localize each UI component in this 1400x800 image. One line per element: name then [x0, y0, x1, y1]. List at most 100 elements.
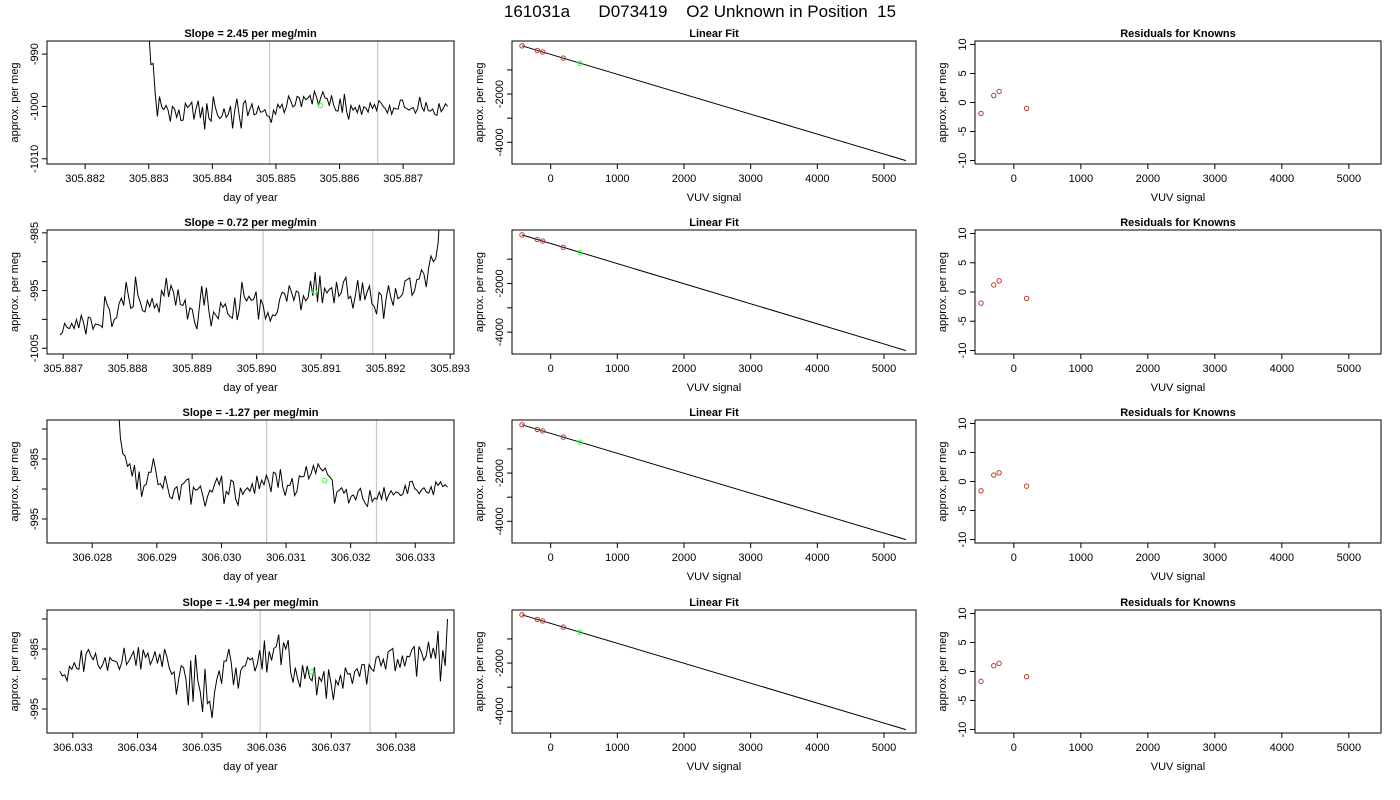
panel-3-3: Residuals for Knowns 0 1000 2000 3000 4000 500… [937, 407, 1382, 583]
known-point [560, 624, 567, 630]
y-axis-label: approx. per meg [9, 441, 21, 521]
x-tick-label: 1000 [1069, 742, 1093, 754]
known-point [539, 618, 546, 624]
known-point [519, 422, 525, 428]
x-tick-label: 3000 [738, 363, 762, 375]
x-tick-label: 305.893 [430, 363, 470, 375]
x-tick-label: 2000 [672, 173, 696, 185]
x-tick-label: 305.892 [366, 363, 406, 375]
fit-line [521, 614, 907, 731]
panel-3-1: Slope = -1.27 per meg/min 306.028 306.029 3… [9, 407, 455, 583]
x-tick-label: 3000 [1203, 173, 1227, 185]
x-tick-label: 3000 [1203, 742, 1227, 754]
x-tick-label: 306.037 [311, 742, 351, 754]
x-tick-label: 305.882 [65, 173, 105, 185]
panel-1-1: Slope = 2.45 per meg/min 305.882 305.883 30… [9, 28, 455, 204]
x-axis-label: VUV signal [1151, 192, 1205, 204]
panel-4-1: Slope = -1.94 per meg/min 306.033 306.034 3… [9, 597, 455, 773]
residual-point [991, 282, 997, 288]
y-tick-label: 0 [957, 99, 969, 105]
x-tick-label: 2000 [672, 552, 696, 564]
known-point [534, 616, 541, 623]
x-tick-label: 5000 [872, 363, 896, 375]
x-tick-label: 5000 [1337, 173, 1361, 185]
x-axis-label: VUV signal [1151, 761, 1205, 773]
y-tick-label: -4000 [494, 318, 506, 346]
y-tick-label: -4000 [494, 697, 506, 725]
y-tick-label: 5 [957, 449, 969, 455]
x-tick-label: 3000 [1203, 552, 1227, 564]
x-tick-label: 305.891 [301, 363, 341, 375]
panel-title: Slope = -1.94 per meg/min [182, 597, 318, 609]
known-point [519, 612, 525, 618]
x-axis-label: day of year [223, 571, 278, 583]
y-tick-label: -10 [957, 532, 969, 548]
residual-point [978, 488, 984, 494]
x-tick-label: 4000 [1270, 552, 1294, 564]
known-point [539, 428, 546, 434]
panel-2-1: Slope = 0.72 per meg/min 305.887 305.888 30… [9, 217, 470, 394]
plot-frame [511, 229, 917, 355]
x-axis-label: VUV signal [1151, 382, 1205, 394]
known-point [560, 55, 567, 61]
x-tick-label: 1000 [605, 173, 629, 185]
x-tick-label: 306.029 [137, 552, 177, 564]
x-tick-label: 4000 [805, 552, 829, 564]
panel-3-2: Linear Fit 0 1000 2000 3000 4000 5000 -4000 -200… [474, 407, 917, 583]
x-tick-label: 305.886 [320, 173, 360, 185]
x-tick-label: 306.035 [182, 742, 222, 754]
plot-frame [46, 229, 455, 355]
x-tick-label: 4000 [805, 742, 829, 754]
x-tick-label: 306.038 [376, 742, 416, 754]
residual-point [1023, 674, 1030, 680]
x-tick-label: 305.885 [256, 173, 296, 185]
y-tick-label: -990 [29, 43, 41, 65]
x-tick-label: 306.034 [118, 742, 158, 754]
y-tick-label: 10 [957, 227, 969, 239]
fit-line [521, 234, 907, 352]
known-point [534, 236, 541, 243]
series-line [118, 420, 448, 508]
residual-point [996, 470, 1002, 476]
panel-title: Slope = 2.45 per meg/min [184, 28, 317, 40]
y-axis-label: approx. per meg [474, 252, 486, 332]
x-tick-label: 5000 [872, 173, 896, 185]
y-tick-label: 0 [957, 668, 969, 674]
panel-title: Linear Fit [689, 217, 739, 229]
fit-line [521, 424, 907, 541]
y-tick-label: -985 [29, 638, 41, 660]
x-axis-label: VUV signal [687, 571, 741, 583]
x-tick-label: 306.036 [247, 742, 287, 754]
y-axis-label: approx. per meg [937, 631, 949, 711]
x-tick-label: 305.889 [172, 363, 212, 375]
x-tick-label: 1000 [1069, 363, 1093, 375]
y-axis-label: approx. per meg [9, 252, 21, 332]
known-point [519, 232, 525, 238]
x-tick-label: 5000 [872, 742, 896, 754]
y-tick-label: 10 [957, 417, 969, 429]
panel-title: Slope = -1.27 per meg/min [182, 407, 318, 419]
x-tick-label: 4000 [1270, 742, 1294, 754]
plot-area [978, 278, 1030, 306]
x-tick-label: 4000 [1270, 363, 1294, 375]
unknown-point [577, 249, 583, 256]
x-tick-label: 3000 [1203, 363, 1227, 375]
x-tick-label: 306.032 [331, 552, 371, 564]
y-tick-label: -2000 [494, 459, 506, 487]
unknown-mean-point [309, 669, 315, 675]
x-tick-label: 3000 [738, 742, 762, 754]
plot-area [148, 41, 448, 164]
x-axis-label: VUV signal [687, 192, 741, 204]
plot-area [519, 232, 907, 352]
x-tick-label: 305.887 [43, 363, 83, 375]
plot-area [978, 660, 1030, 685]
x-axis-label: VUV signal [1151, 571, 1205, 583]
y-axis-label: approx. per meg [474, 631, 486, 711]
y-tick-label: -1010 [29, 145, 41, 173]
x-tick-label: 4000 [1270, 173, 1294, 185]
unknown-point [577, 629, 583, 635]
y-tick-label: -5 [957, 316, 969, 326]
panel-title: Residuals for Knowns [1120, 28, 1236, 40]
x-tick-label: 3000 [738, 552, 762, 564]
x-tick-label: 0 [548, 552, 554, 564]
